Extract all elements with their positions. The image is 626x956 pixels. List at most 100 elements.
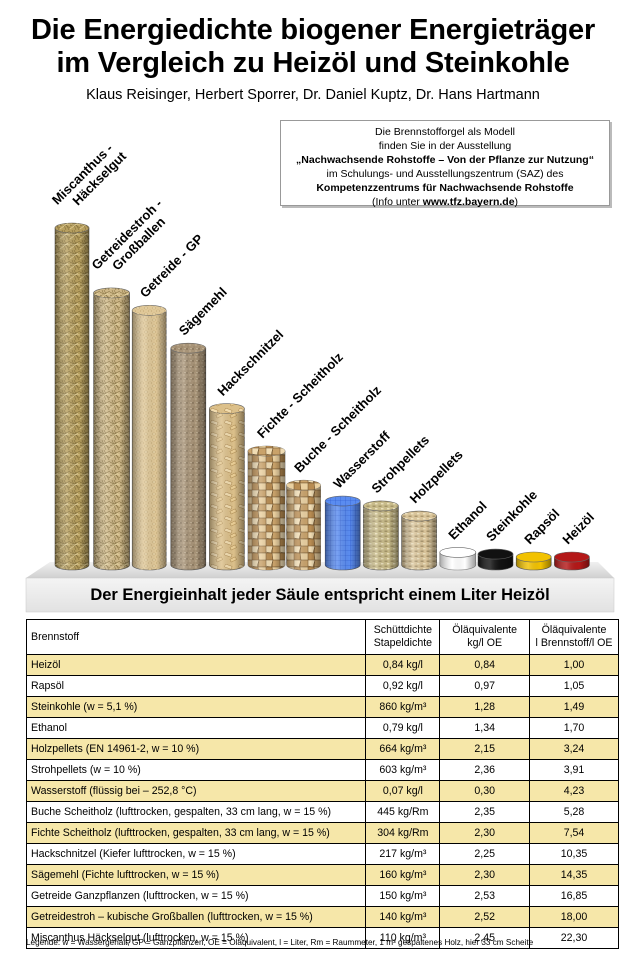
- cell-vol: 18,00: [529, 906, 619, 928]
- cell-oe: 1,34: [439, 717, 531, 739]
- cell-vol: 3,24: [529, 738, 619, 760]
- cell-density: 110 kg/m³: [365, 927, 441, 949]
- cell-oe: 2,36: [439, 759, 531, 781]
- header-oil-equivalent-volume: Öläquivalente l Brennstoff/l OE: [529, 619, 619, 655]
- pillar-hackschnitzel: [209, 403, 245, 571]
- platform-caption: Der Energieinhalt jeder Säule entspricht…: [90, 586, 550, 604]
- pillar-label: Sägemehl: [176, 284, 230, 338]
- fuel-table: Brennstoff Schüttdichte Stapeldichte Öläq…: [25, 619, 619, 949]
- table-row: Miscanthus Häckselgut (lufttrocken, w = …: [25, 927, 619, 949]
- info-line-2: finden Sie in der Ausstellung: [378, 140, 512, 152]
- table-header-row: Brennstoff Schüttdichte Stapeldichte Öläq…: [25, 619, 619, 655]
- cell-vol: 1,05: [529, 675, 619, 697]
- cell-oe: 2,53: [439, 885, 531, 907]
- cell-vol: 10,35: [529, 843, 619, 865]
- pillar-getreide-gp: [131, 305, 167, 571]
- cell-oe: 2,15: [439, 738, 531, 760]
- pillar-label: Hackschnitzel: [214, 327, 286, 399]
- table-row: Heizöl 0,84 kg/l 0,84 1,00: [25, 654, 619, 676]
- pillar-label: Rapsöl: [521, 506, 562, 547]
- info-url-link[interactable]: www.tfz.bayern.de: [422, 196, 515, 208]
- cell-density: 0,07 kg/l: [365, 780, 441, 802]
- cell-density: 304 kg/Rm: [365, 822, 441, 844]
- header-fuel: Brennstoff: [25, 619, 367, 655]
- info-line-4: im Schulungs- und Ausstellungszentrum (S…: [326, 168, 564, 180]
- cell-oe: 2,35: [439, 801, 531, 823]
- cell-fuel: Rapsöl: [25, 675, 367, 697]
- cell-vol: 3,91: [529, 759, 619, 781]
- cell-density: 0,79 kg/l: [365, 717, 441, 739]
- cell-fuel: Ethanol: [25, 717, 367, 739]
- cell-density: 0,84 kg/l: [365, 654, 441, 676]
- cell-fuel: Getreidestroh – kubische Großballen (luf…: [25, 906, 367, 928]
- pillar-sägemehl: [170, 342, 207, 571]
- table-row: Buche Scheitholz (lufttrocken, gespalten…: [25, 801, 619, 823]
- platform-front: [25, 577, 615, 613]
- table-row: Rapsöl 0,92 kg/l 0,97 1,05: [25, 675, 619, 697]
- cell-fuel: Getreide Ganzpflanzen (lufttrocken, w = …: [25, 885, 367, 907]
- cell-vol: 1,49: [529, 696, 619, 718]
- cell-vol: 4,23: [529, 780, 619, 802]
- pillar-label: Heizöl: [559, 509, 597, 547]
- cell-oe: 1,28: [439, 696, 531, 718]
- table-row: Wasserstoff (flüssig bei – 252,8 °C) 0,07…: [25, 780, 619, 802]
- info-line-1: Die Brennstofforgel als Modell: [375, 126, 515, 138]
- exhibition-info-box: Die Brennstofforgel als Modell finden Si…: [280, 120, 610, 208]
- cell-oe: 0,30: [439, 780, 531, 802]
- pillar-ethanol: [439, 547, 477, 571]
- cell-fuel: Holzpellets (EN 14961-2, w = 10 %): [25, 738, 367, 760]
- cell-density: 603 kg/m³: [365, 759, 441, 781]
- pillar-wasserstoff: [324, 495, 361, 571]
- cell-vol: 1,00: [529, 654, 619, 676]
- cell-density: 160 kg/m³: [365, 864, 441, 886]
- title-line-2: im Vergleich zu Heizöl und Steinkohle: [56, 47, 570, 79]
- cell-density: 860 kg/m³: [365, 696, 441, 718]
- cell-oe: 2,30: [439, 822, 531, 844]
- header-density: Schüttdichte Stapeldichte: [365, 619, 441, 655]
- cell-vol: 14,35: [529, 864, 619, 886]
- authors: Klaus Reisinger, Herbert Sporrer, Dr. Da…: [86, 87, 540, 103]
- table-row: Fichte Scheitholz (lufttrocken, gespalte…: [25, 822, 619, 844]
- cell-density: 445 kg/Rm: [365, 801, 441, 823]
- cell-density: 664 kg/m³: [365, 738, 441, 760]
- pillar-holzpellets: [401, 510, 437, 571]
- cell-vol: 1,70: [529, 717, 619, 739]
- cell-density: 217 kg/m³: [365, 843, 441, 865]
- cell-density: 150 kg/m³: [365, 885, 441, 907]
- cell-fuel: Miscanthus Häckselgut (lufttrocken, w = …: [25, 927, 367, 949]
- table-row: Getreidestroh – kubische Großballen (luf…: [25, 906, 619, 928]
- pillar-steinkohle: [477, 548, 514, 571]
- cell-fuel: Heizöl: [25, 654, 367, 676]
- cell-fuel: Hackschnitzel (Kiefer lufttrocken, w = 1…: [25, 843, 367, 865]
- header-oil-equivalent-mass: Öläquivalente kg/l OE: [439, 619, 531, 655]
- info-line-3: „Nachwachsende Rohstoffe – Von der Pflan…: [296, 154, 594, 166]
- legend: Legende: w = Wassergehalt, GP = Ganzpfla…: [26, 938, 534, 947]
- cell-fuel: Sägemehl (Fichte lufttrocken, w = 15 %): [25, 864, 367, 886]
- cell-fuel: Strohpellets (w = 10 %): [25, 759, 367, 781]
- cell-oe: 2,30: [439, 864, 531, 886]
- table-row: Sägemehl (Fichte lufttrocken, w = 15 %) 1…: [25, 864, 619, 886]
- cell-fuel: Fichte Scheitholz (lufttrocken, gespalte…: [25, 822, 367, 844]
- table-row: Holzpellets (EN 14961-2, w = 10 %) 664 kg…: [25, 738, 619, 760]
- cell-density: 0,92 kg/l: [365, 675, 441, 697]
- pillar-heizöl: [554, 551, 590, 571]
- cell-fuel: Wasserstoff (flüssig bei – 252,8 °C): [25, 780, 367, 802]
- info-line-6: (Info unter www.tfz.bayern.de): [371, 196, 519, 208]
- table-row: Strohpellets (w = 10 %) 603 kg/m³ 2,36 3,91: [25, 759, 619, 781]
- cell-oe: 2,25: [439, 843, 531, 865]
- table-row: Ethanol 0,79 kg/l 1,34 1,70: [25, 717, 619, 739]
- cell-vol: 5,28: [529, 801, 619, 823]
- cell-density: 140 kg/m³: [365, 906, 441, 928]
- info-line-5: Kompetenzzentrums für Nachwachsende Rohs…: [316, 182, 574, 194]
- cell-fuel: Steinkohle (w = 5,1 %): [25, 696, 367, 718]
- cell-oe: 0,97: [439, 675, 531, 697]
- cell-fuel: Buche Scheitholz (lufttrocken, gespalten…: [25, 801, 367, 823]
- pillar-miscanthus-häckselgut: [54, 222, 90, 571]
- pillar-getreidestroh-großballen: [93, 287, 130, 571]
- pillar-buche-scheitholz: [286, 479, 321, 571]
- pillar-rapsöl: [515, 551, 552, 571]
- cell-vol: 22,30: [529, 927, 619, 949]
- cell-oe: 2,52: [439, 906, 531, 928]
- cell-oe: 2,45: [439, 927, 531, 949]
